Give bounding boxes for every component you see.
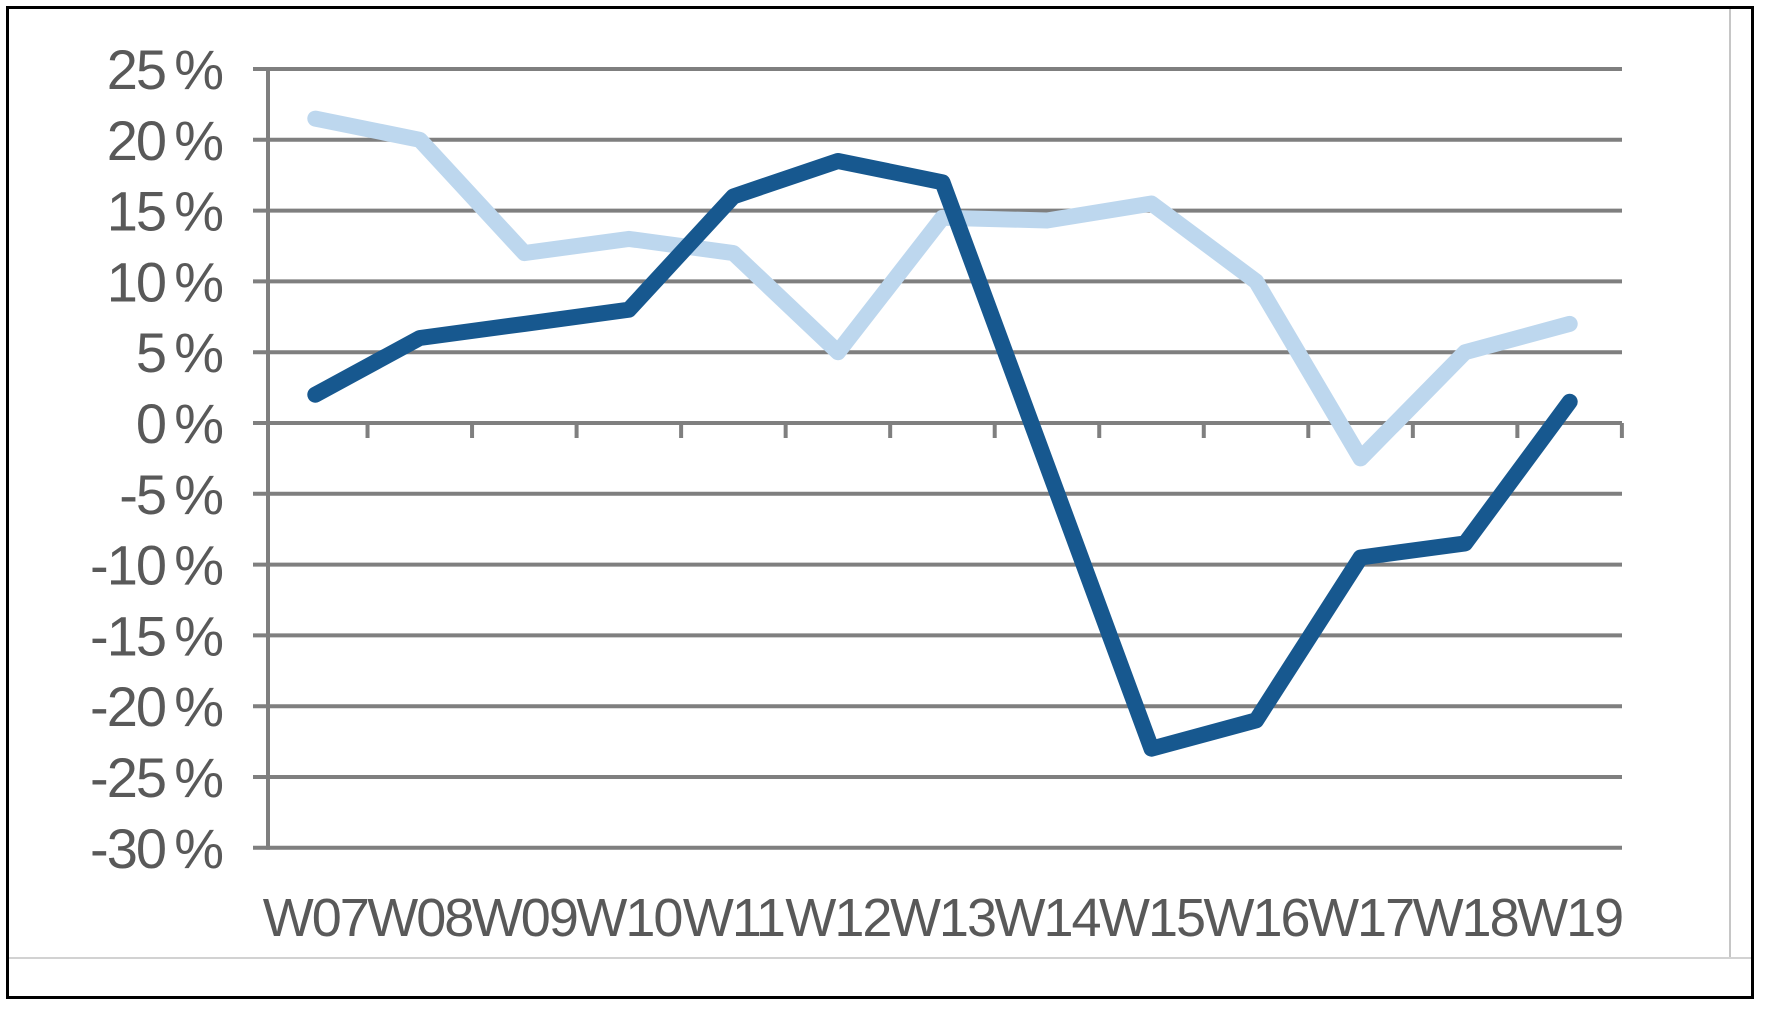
x-axis-label: W19 [1517,888,1622,948]
y-axis-label: 0 % [136,392,222,455]
page-right-rule [1729,9,1731,958]
x-axis-label: W11 [683,888,784,948]
y-axis-label: 5 % [136,321,222,384]
x-axis-label: W18 [1413,888,1518,948]
dark-blue-series [307,153,1578,757]
y-axis-label: -30 % [90,817,222,880]
y-axis-label: 15 % [107,180,223,243]
x-axis-label: W12 [785,888,890,948]
y-axis-label: -25 % [90,746,222,809]
x-axis-label: W15 [1099,888,1204,948]
x-axis-label: W07 [263,888,368,948]
page-bottom-rule [9,957,1754,959]
y-axis-label: -5 % [119,463,222,526]
y-axis-label: -10 % [90,534,222,597]
y-axis-label: 10 % [107,250,223,313]
y-axis-label: 20 % [107,109,223,172]
x-axis-label: W10 [576,888,681,948]
y-axis-label: 25 % [107,38,223,101]
x-axis-label: W13 [890,888,995,948]
light-blue-series [307,110,1578,467]
x-axis-label: W09 [472,888,577,948]
x-axis-label: W17 [1308,888,1413,948]
x-axis-label: W14 [994,888,1100,948]
x-axis-label: W16 [1204,888,1309,948]
y-axis-label: -20 % [90,675,222,738]
y-axis-label: -15 % [90,604,222,667]
x-axis-label: W08 [367,888,472,948]
